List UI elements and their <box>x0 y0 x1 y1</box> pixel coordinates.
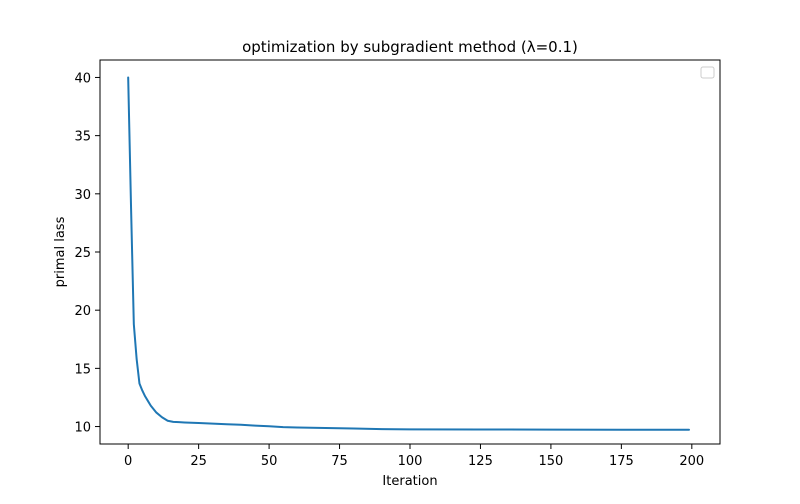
y-tick-label: 30 <box>74 188 91 203</box>
chart-title: optimization by subgradient method (λ=0.… <box>242 38 578 56</box>
y-tick-label: 20 <box>74 304 91 319</box>
y-tick-label: 35 <box>74 130 91 145</box>
x-tick-label: 150 <box>538 454 563 469</box>
x-tick-label: 25 <box>190 454 207 469</box>
x-tick-label: 75 <box>331 454 348 469</box>
x-tick-label: 0 <box>124 454 132 469</box>
x-tick-label: 50 <box>261 454 278 469</box>
y-tick-label: 15 <box>74 362 91 377</box>
series-line <box>127 76 690 431</box>
plot-area <box>127 76 690 431</box>
x-axis: 0 25 50 75 100 125 150 175 200 <box>124 444 704 469</box>
x-tick-label: 100 <box>398 454 423 469</box>
x-tick-label: 125 <box>468 454 493 469</box>
x-axis-label: Iteration <box>382 474 437 489</box>
legend-box <box>700 66 715 79</box>
x-tick-label: 200 <box>679 454 704 469</box>
y-tick-label: 10 <box>74 421 91 436</box>
y-axis-label: primal lass <box>53 216 68 287</box>
y-tick-label: 25 <box>74 246 91 261</box>
y-tick-label: 40 <box>74 71 91 86</box>
x-tick-label: 175 <box>609 454 634 469</box>
y-axis: 10 15 20 25 30 35 40 <box>74 71 100 436</box>
